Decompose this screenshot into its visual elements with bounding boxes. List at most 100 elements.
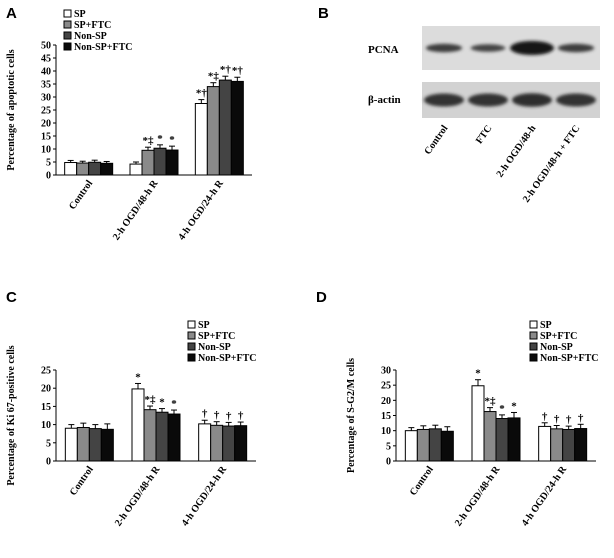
y-tick-label: 20 xyxy=(41,384,51,395)
bar-non-sp xyxy=(153,147,167,176)
legend-label: Non-SP xyxy=(198,342,231,353)
y-tick-label: 5 xyxy=(386,441,391,452)
legend-label: SP+FTC xyxy=(540,331,577,342)
significance-marker: † xyxy=(238,410,244,422)
bar-sp-ftc xyxy=(483,411,497,462)
y-tick-label: 40 xyxy=(41,67,51,78)
legend-swatch xyxy=(529,342,538,351)
panel-letter-d: D xyxy=(316,289,327,306)
legend-label: Non-SP+FTC xyxy=(198,353,256,364)
y-tick-label: 10 xyxy=(381,426,391,437)
y-tick-label: 0 xyxy=(386,457,391,468)
y-tick-label: 25 xyxy=(41,106,51,117)
blot-band-pcna xyxy=(557,43,595,53)
blot-row-label-actin: β-actin xyxy=(368,94,401,106)
bar-sp-ftc xyxy=(416,428,430,462)
significance-marker: † xyxy=(554,414,560,426)
bar-sp xyxy=(64,162,78,176)
bar-sp xyxy=(131,388,145,462)
y-axis-label: Percentage of S-G2/M cells xyxy=(346,358,357,473)
bar-sp xyxy=(404,430,418,462)
y-tick-label: 20 xyxy=(381,396,391,407)
y-tick-label: 10 xyxy=(41,145,51,156)
x-category-label: 4-h OGD/24-h R xyxy=(520,464,570,529)
blot-lane-label: FTC xyxy=(474,123,494,146)
y-tick-label: 0 xyxy=(46,457,51,468)
y-axis-label: Percentage of Ki 67-positive cells xyxy=(6,345,17,485)
y-tick-label: 30 xyxy=(41,93,51,104)
bar-non-sp xyxy=(155,411,169,462)
bar-sp xyxy=(471,385,485,462)
significance-marker: * xyxy=(475,368,481,380)
significance-marker: † xyxy=(578,412,584,424)
bar-sp-ftc xyxy=(206,86,220,176)
significance-marker: * xyxy=(157,133,163,145)
significance-marker: * xyxy=(135,371,141,383)
bar-non-sp-ftc xyxy=(234,425,248,462)
bar-non-sp xyxy=(495,418,509,462)
bar-sp-ftc xyxy=(550,428,564,462)
legend-swatch xyxy=(187,342,196,351)
y-tick-label: 15 xyxy=(381,411,391,422)
legend-label: Non-SP+FTC xyxy=(540,353,598,364)
legend-swatch xyxy=(529,331,538,340)
bar-non-sp-ftc xyxy=(230,80,244,176)
x-category-label: Control xyxy=(68,464,96,498)
legend-label: SP+FTC xyxy=(198,331,235,342)
panel-letter-a: A xyxy=(6,5,17,22)
x-category-label: 2-h OGD/48-h R xyxy=(113,464,163,529)
bar-sp-ftc xyxy=(210,424,224,462)
blot-band-pcna xyxy=(470,44,506,52)
legend-label: Non-SP+FTC xyxy=(74,42,132,53)
legend-swatch xyxy=(529,353,538,362)
bar-sp-ftc xyxy=(76,162,90,176)
significance-marker: *‡ xyxy=(143,135,155,147)
y-axis-label: Percentage of apoptotic cells xyxy=(6,49,17,170)
blot-lane-label: 2-h OGD/48-h xyxy=(495,123,539,180)
bar-non-sp xyxy=(428,428,442,462)
legend-swatch xyxy=(529,320,538,329)
bar-non-sp-ftc xyxy=(100,428,114,462)
bar-non-sp-ftc xyxy=(574,428,588,462)
significance-marker: † xyxy=(214,410,220,422)
legend-swatch xyxy=(187,353,196,362)
bar-non-sp xyxy=(218,79,232,176)
significance-marker: * xyxy=(169,134,175,146)
chart-apoptotic-cells: 0 5 10 15 20 25 30 35 40 45 50 Percentage of apopto… xyxy=(6,9,252,243)
chart-ki67-positive-cells: 0 5 10 15 20 25 Percentage of Ki 67-positive c… xyxy=(6,320,256,529)
bar-sp-ftc xyxy=(76,427,90,462)
y-tick-label: 15 xyxy=(41,132,51,143)
legend-label: SP xyxy=(198,320,210,331)
significance-marker: *† xyxy=(196,88,208,100)
y-tick-label: 30 xyxy=(381,366,391,377)
blot-band-pcna xyxy=(425,43,463,53)
legend-swatch xyxy=(63,20,72,29)
western-blot: PCNA β-actin Control FTC 2-h OGD/48-h2-h O… xyxy=(368,26,600,205)
significance-marker: † xyxy=(566,414,572,426)
x-category-label: 2-h OGD/48-h R xyxy=(453,464,503,529)
chart-s-g2m-cells: 0 5 10 15 20 25 30 Percentage of S-G2/M cells Co… xyxy=(346,320,598,529)
y-tick-label: 25 xyxy=(41,366,51,377)
legend-label: SP+FTC xyxy=(74,20,111,31)
x-category-label: 4-h OGD/24-h R xyxy=(180,464,230,529)
bar-non-sp-ftc xyxy=(165,149,179,176)
y-tick-label: 50 xyxy=(41,41,51,52)
bar-non-sp-ftc xyxy=(100,162,114,176)
legend-label: Non-SP xyxy=(74,31,107,42)
bar-sp xyxy=(198,423,212,462)
blot-band-actin xyxy=(556,93,596,107)
x-category-label: Control xyxy=(67,178,95,212)
legend-label: SP xyxy=(74,9,86,20)
legend-swatch xyxy=(63,31,72,40)
blot-band-actin xyxy=(468,93,508,107)
y-tick-label: 5 xyxy=(46,158,51,169)
y-tick-label: 45 xyxy=(41,54,51,65)
blot-row-label-pcna: PCNA xyxy=(368,44,399,56)
y-tick-label: 35 xyxy=(41,80,51,91)
bar-sp-ftc xyxy=(143,409,157,462)
bar-non-sp-ftc xyxy=(440,430,454,462)
y-tick-label: 5 xyxy=(46,438,51,449)
significance-marker: * xyxy=(159,397,165,409)
panel-letter-c: C xyxy=(6,289,17,306)
